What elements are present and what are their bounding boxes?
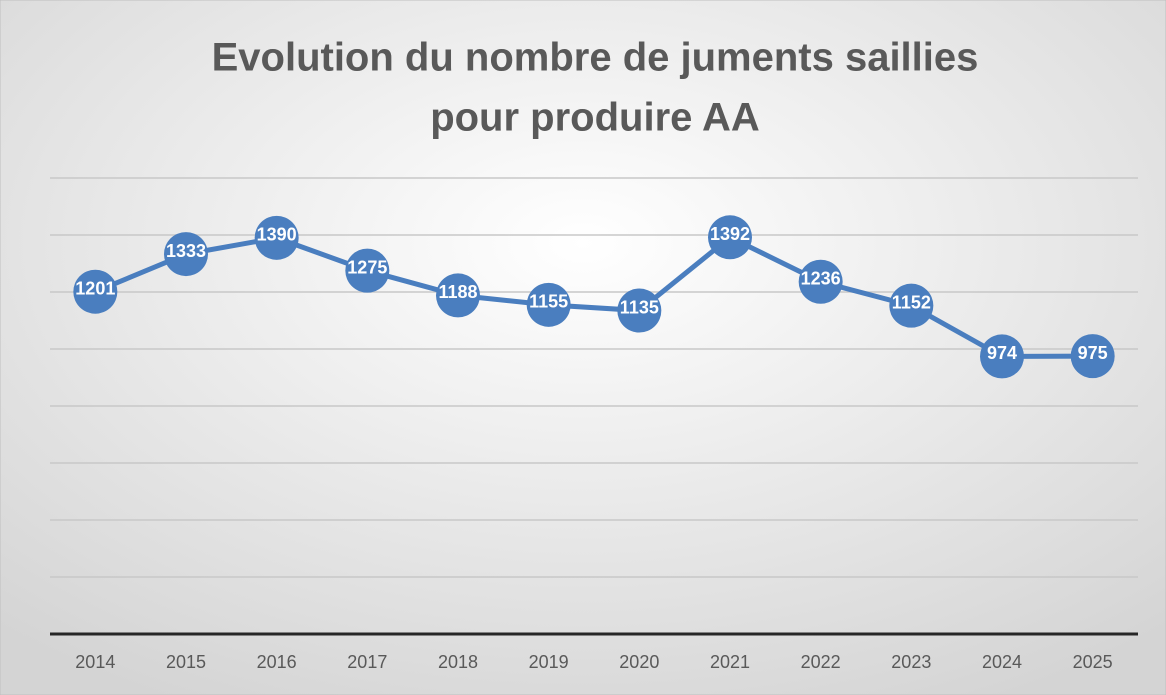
marker [526, 282, 571, 327]
chart-title: Evolution du nombre de juments saillies [212, 36, 979, 80]
data-label: 1275 [347, 257, 387, 277]
x-tick-label: 2021 [710, 652, 750, 672]
marker [436, 273, 480, 318]
data-label: 1392 [710, 224, 750, 244]
x-tick-label: 2025 [1073, 652, 1113, 672]
marker [254, 215, 299, 260]
data-label: 1152 [892, 292, 931, 312]
x-tick-label: 2020 [619, 652, 659, 672]
marker [164, 232, 208, 277]
chart-title: pour produire AA [430, 96, 760, 140]
data-label: 975 [1078, 343, 1108, 363]
data-label: 1135 [620, 297, 659, 317]
x-tick-label: 2017 [347, 652, 387, 672]
x-tick-label: 2016 [257, 652, 297, 672]
marker [345, 248, 390, 293]
marker [617, 288, 662, 333]
marker [798, 259, 843, 304]
x-tick-label: 2019 [529, 652, 569, 672]
x-tick-label: 2022 [801, 652, 841, 672]
marker [889, 283, 934, 328]
data-label: 1188 [438, 282, 477, 302]
x-tick-label: 2023 [891, 652, 931, 672]
data-label: 974 [987, 343, 1017, 363]
data-label: 1236 [801, 268, 841, 288]
marker [1070, 334, 1115, 379]
data-label: 1201 [75, 278, 115, 298]
data-label: 1155 [529, 292, 568, 312]
marker [980, 334, 1024, 379]
x-tick-label: 2014 [75, 652, 115, 672]
x-tick-label: 2018 [438, 652, 478, 672]
marker [73, 269, 118, 314]
x-tick-label: 2024 [982, 652, 1022, 672]
data-label: 1333 [166, 241, 206, 261]
marker [708, 215, 752, 260]
data-label: 1390 [257, 225, 297, 245]
x-tick-label: 2015 [166, 652, 206, 672]
